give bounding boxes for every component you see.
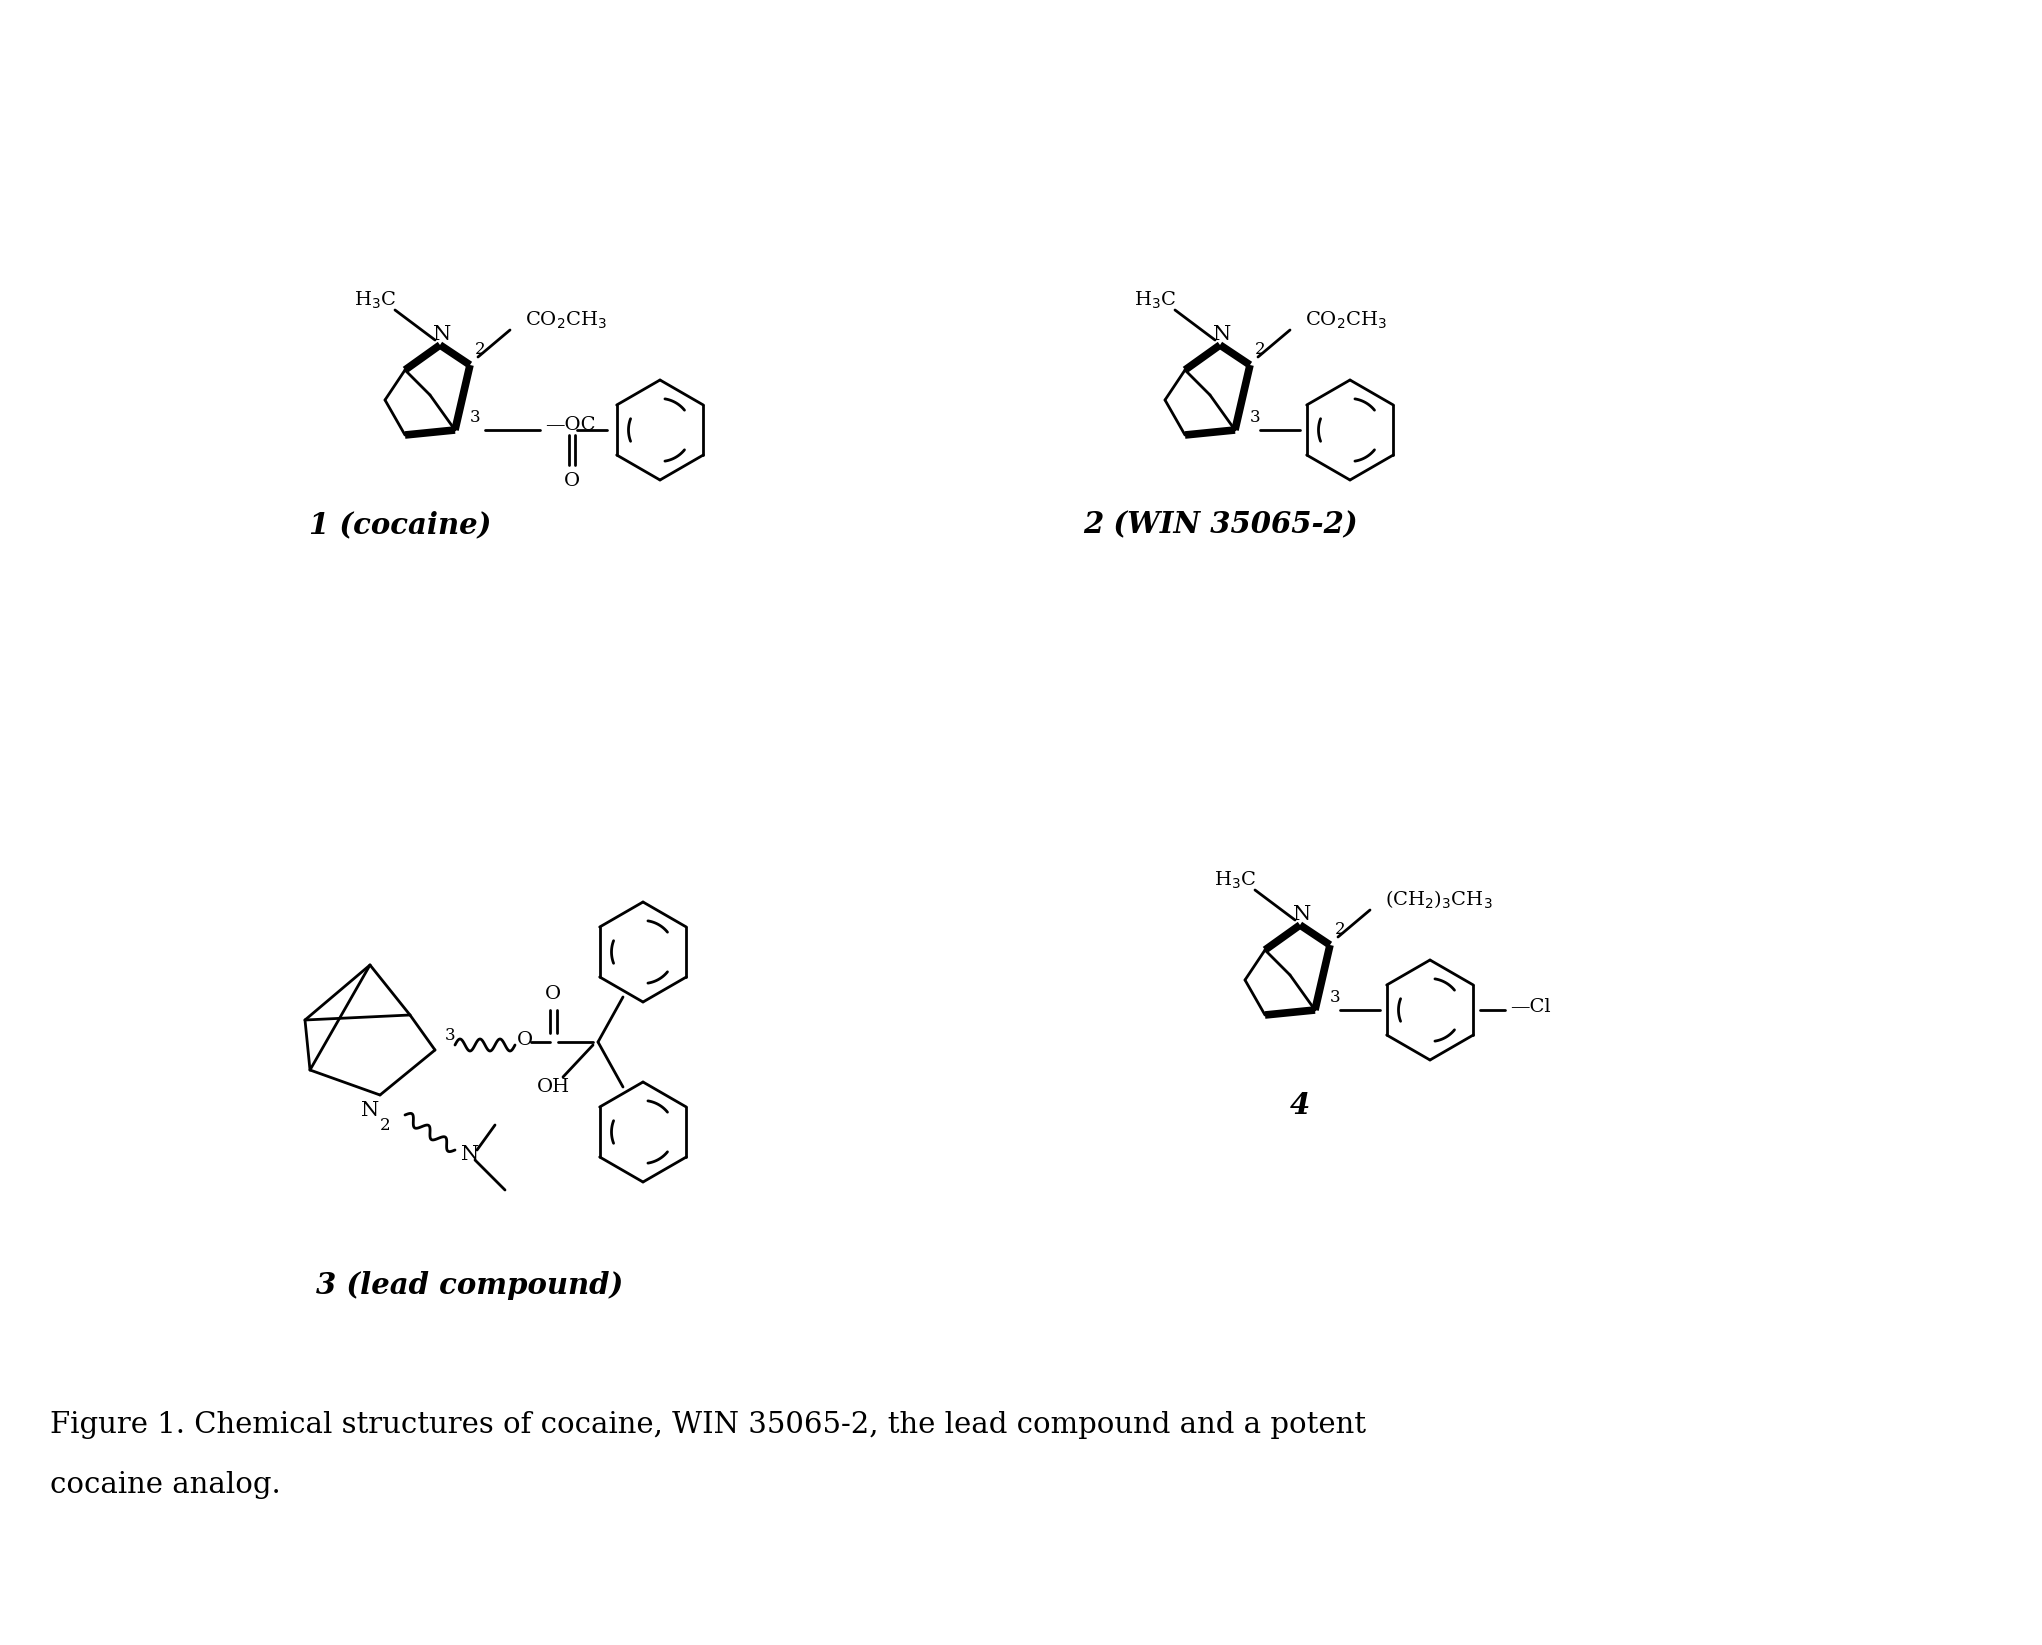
Text: cocaine analog.: cocaine analog. — [49, 1471, 280, 1499]
Text: N: N — [433, 326, 451, 344]
Text: —OC: —OC — [545, 416, 596, 434]
Text: O: O — [564, 472, 580, 490]
Text: 4: 4 — [1291, 1091, 1311, 1120]
Text: 2: 2 — [1254, 342, 1266, 359]
Text: 2: 2 — [1335, 921, 1346, 939]
Text: 2 (WIN 35065-2): 2 (WIN 35065-2) — [1082, 510, 1358, 540]
Text: 3: 3 — [1329, 990, 1340, 1007]
Text: CO$_2$CH$_3$: CO$_2$CH$_3$ — [525, 309, 606, 331]
Text: N: N — [461, 1145, 480, 1165]
Text: CO$_2$CH$_3$: CO$_2$CH$_3$ — [1305, 309, 1387, 331]
Text: 2: 2 — [380, 1117, 390, 1133]
Text: H$_3$C: H$_3$C — [1133, 290, 1176, 311]
Text: H$_3$C: H$_3$C — [353, 290, 396, 311]
Text: 2: 2 — [474, 342, 486, 359]
Text: —Cl: —Cl — [1509, 999, 1550, 1017]
Text: 3: 3 — [445, 1026, 455, 1043]
Text: 3: 3 — [1250, 410, 1260, 426]
Text: 1 (cocaine): 1 (cocaine) — [308, 510, 492, 540]
Text: N: N — [361, 1101, 380, 1120]
Text: H$_3$C: H$_3$C — [1213, 869, 1256, 890]
Text: N: N — [1293, 905, 1311, 924]
Text: 3 (lead compound): 3 (lead compound) — [317, 1270, 623, 1300]
Text: 3: 3 — [470, 410, 480, 426]
Text: O: O — [545, 985, 562, 1003]
Text: (CH$_2$)$_3$CH$_3$: (CH$_2$)$_3$CH$_3$ — [1384, 888, 1493, 911]
Text: N: N — [1213, 326, 1231, 344]
Text: O: O — [517, 1031, 533, 1050]
Text: Figure 1. Chemical structures of cocaine, WIN 35065-2, the lead compound and a p: Figure 1. Chemical structures of cocaine… — [49, 1411, 1366, 1439]
Text: OH: OH — [537, 1077, 570, 1096]
